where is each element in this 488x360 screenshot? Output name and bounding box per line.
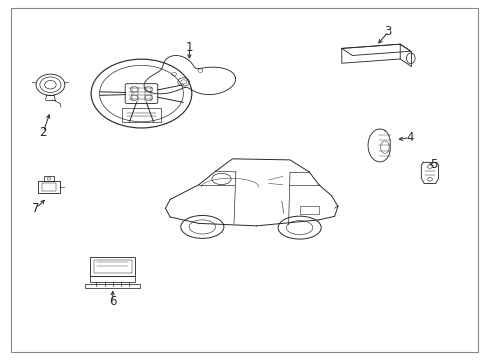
Text: 6: 6 [109,295,116,308]
Text: 7: 7 [32,202,40,215]
Bar [122,108,160,122]
Ellipse shape [278,216,321,239]
Text: 2: 2 [40,126,47,139]
Ellipse shape [181,215,224,238]
Text: 3: 3 [384,25,391,38]
Bar [44,176,54,181]
Bar [90,276,135,283]
Bar [90,257,135,276]
Bar [39,181,60,193]
Bar [299,207,318,214]
Text: 1: 1 [185,41,193,54]
Text: 4: 4 [405,131,413,144]
Bar [94,260,131,273]
Text: 5: 5 [429,158,437,171]
Bar [85,284,140,288]
Bar [41,183,56,190]
